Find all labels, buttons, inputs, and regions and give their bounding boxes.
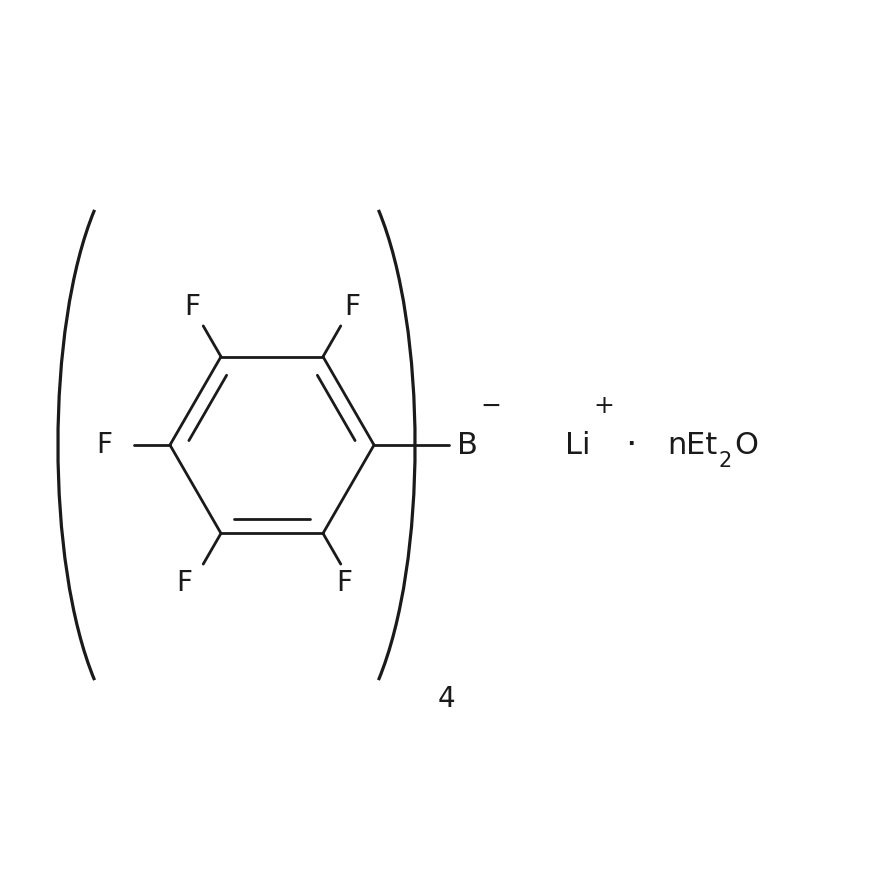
Text: F: F <box>344 293 360 320</box>
Text: O: O <box>734 431 758 459</box>
Text: 4: 4 <box>438 684 456 713</box>
Text: n: n <box>667 431 686 459</box>
Text: Et: Et <box>686 431 717 459</box>
Text: B: B <box>457 431 477 459</box>
Text: 2: 2 <box>718 451 732 471</box>
Text: F: F <box>184 293 200 320</box>
Text: F: F <box>336 570 352 597</box>
Text: F: F <box>96 431 112 459</box>
Text: −: − <box>481 394 501 418</box>
Text: Li: Li <box>565 431 590 459</box>
Text: +: + <box>593 394 614 418</box>
Text: F: F <box>176 570 192 597</box>
Text: ·: · <box>626 428 637 462</box>
